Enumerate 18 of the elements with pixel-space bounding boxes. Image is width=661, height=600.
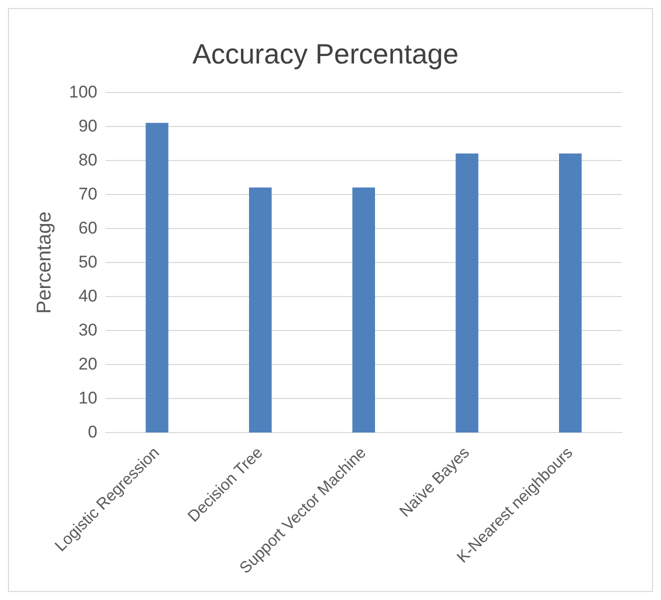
bar <box>249 187 272 433</box>
bar <box>352 187 376 433</box>
y-tick-label: 70 <box>78 184 98 204</box>
y-tick-label: 80 <box>78 150 98 170</box>
bar <box>559 153 582 433</box>
chart-title: Accuracy Percentage <box>192 38 459 70</box>
y-tick-label: 0 <box>88 422 98 442</box>
y-tick-label: 60 <box>78 218 98 238</box>
y-tick-label: 20 <box>78 354 98 374</box>
bar <box>456 153 478 433</box>
y-tick-label: 50 <box>78 252 98 272</box>
bar <box>146 122 168 433</box>
y-tick-label: 90 <box>78 116 98 136</box>
y-tick-label: 40 <box>78 286 98 306</box>
y-tick-label: 100 <box>68 82 98 102</box>
y-tick-label: 30 <box>78 320 98 340</box>
y-tick-label: 10 <box>78 388 98 408</box>
y-axis-title: Percentage <box>34 211 56 314</box>
